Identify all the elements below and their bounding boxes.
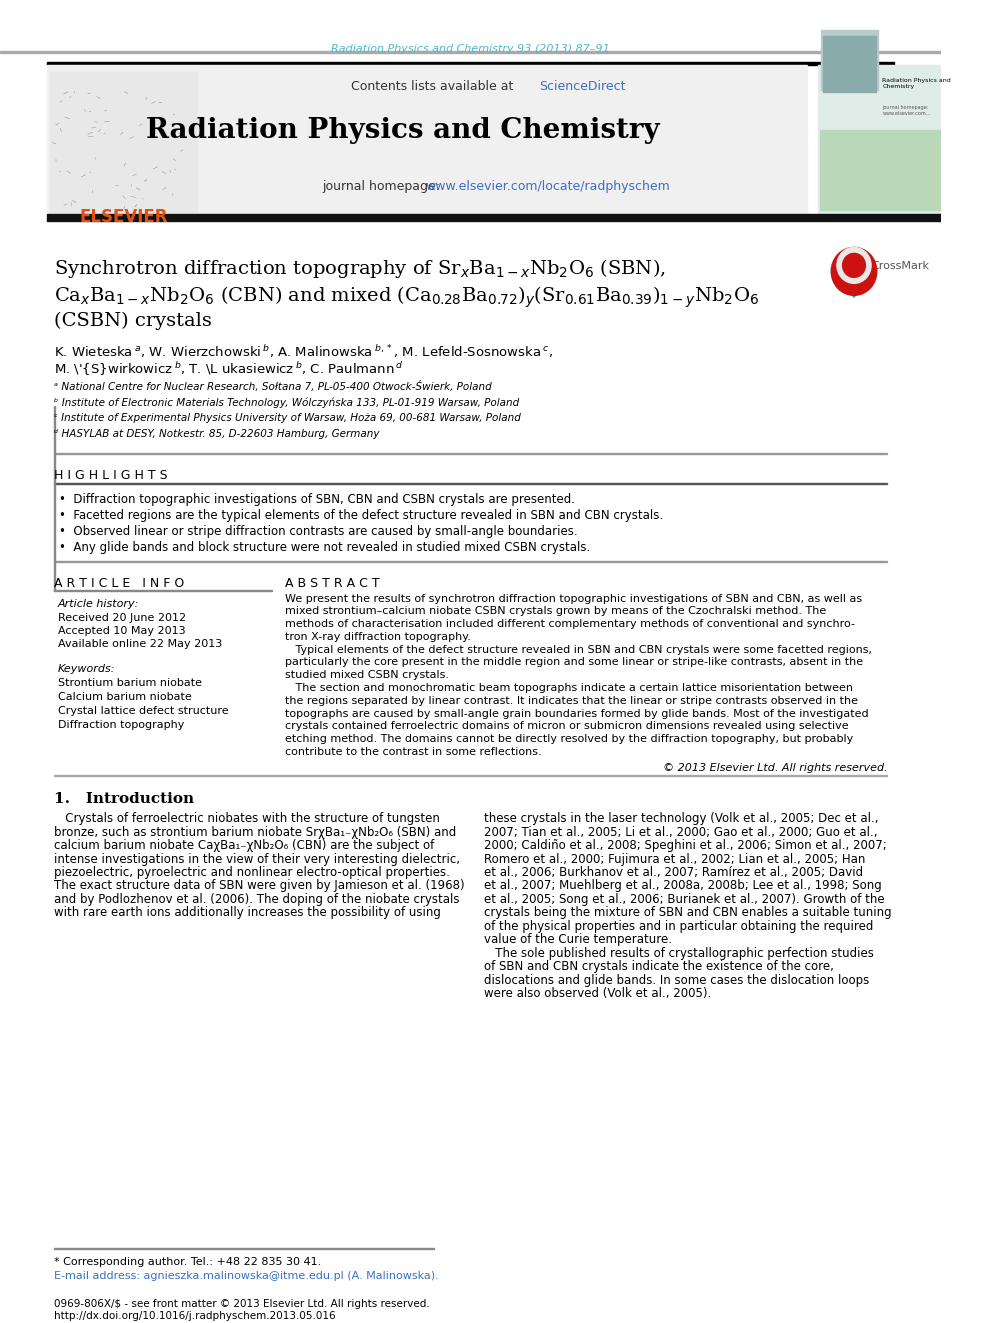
Text: •  Any glide bands and block structure were not revealed in studied mixed CSBN c: • Any glide bands and block structure we… [59,541,590,554]
Text: 0969-806X/$ - see front matter © 2013 Elsevier Ltd. All rights reserved.: 0969-806X/$ - see front matter © 2013 El… [55,1299,430,1308]
Bar [819,130,941,209]
Text: (CSBN) crystals: (CSBN) crystals [55,311,212,329]
Text: et al., 2006; Burkhanov et al., 2007; Ramírez et al., 2005; David: et al., 2006; Burkhanov et al., 2007; Ra… [484,867,863,878]
Polygon shape [837,275,871,298]
Bar [0,52,941,53]
Text: The section and monochromatic beam topographs indicate a certain lattice misorie: The section and monochromatic beam topog… [285,683,853,693]
Circle shape [842,254,865,278]
Text: ELSEVIER: ELSEVIER [79,208,168,225]
Text: ᵈ HASYLAB at DESY, Notkestr. 85, D-22603 Hamburg, Germany: ᵈ HASYLAB at DESY, Notkestr. 85, D-22603… [55,429,380,439]
Text: CrossMark: CrossMark [871,262,930,271]
Text: tron X-ray diffraction topography.: tron X-ray diffraction topography. [285,632,470,642]
Text: Accepted 10 May 2013: Accepted 10 May 2013 [58,626,186,635]
Bar [48,62,894,65]
Text: ᵇ Institute of Electronic Materials Technology, Wólczyńska 133, PL-01-919 Warsaw: ᵇ Institute of Electronic Materials Tech… [55,397,520,407]
Text: Synchrotron diffraction topography of Sr$_x$Ba$_{1-x}$Nb$_2$O$_6$ (SBN),: Synchrotron diffraction topography of Sr… [55,258,666,280]
Text: K. Wieteska$\,^a$, W. Wierzchowski$\,^b$, A. Malinowska$\,^{b,*}$, M. Lefeld-Sos: K. Wieteska$\,^a$, W. Wierzchowski$\,^b$… [55,343,554,360]
Text: Diffraction topography: Diffraction topography [58,720,185,730]
Text: journal homepage:
www.elsevier.com...: journal homepage: www.elsevier.com... [883,105,930,115]
Text: 1.   Introduction: 1. Introduction [55,792,194,806]
Text: The exact structure data of SBN were given by Jamieson et al. (1968): The exact structure data of SBN were giv… [55,880,464,893]
Text: particularly the core present in the middle region and some linear or stripe-lik: particularly the core present in the mid… [285,658,863,668]
Text: et al., 2005; Song et al., 2006; Burianek et al., 2007). Growth of the: et al., 2005; Song et al., 2006; Buriane… [484,893,885,906]
Text: A R T I C L E   I N F O: A R T I C L E I N F O [55,577,185,590]
Text: intense investigations in the view of their very interesting dielectric,: intense investigations in the view of th… [55,852,460,865]
Text: We present the results of synchrotron diffraction topographic investigations of : We present the results of synchrotron di… [285,594,862,603]
Text: methods of characterisation included different complementary methods of conventi: methods of characterisation included dif… [285,619,855,630]
Text: piezoelectric, pyroelectric and nonlinear electro-optical properties.: piezoelectric, pyroelectric and nonlinea… [55,867,450,878]
Text: and by Podlozhenov et al. (2006). The doping of the niobate crystals: and by Podlozhenov et al. (2006). The do… [55,893,459,906]
Text: mixed strontium–calcium niobate CSBN crystals grown by means of the Czochralski : mixed strontium–calcium niobate CSBN cry… [285,606,826,617]
Text: Ca$_x$Ba$_{1-x}$Nb$_2$O$_6$ (CBN) and mixed (Ca$_{0.28}$Ba$_{0.72}$)$_y$(Sr$_{0.: Ca$_x$Ba$_{1-x}$Nb$_2$O$_6$ (CBN) and mi… [55,284,759,310]
Text: Romero et al., 2000; Fujimura et al., 2002; Lian et al., 2005; Han: Romero et al., 2000; Fujimura et al., 20… [484,852,865,865]
Text: Radiation Physics and Chemistry: Radiation Physics and Chemistry [147,116,660,144]
Text: studied mixed CSBN crystals.: studied mixed CSBN crystals. [285,671,448,680]
Text: dislocations and glide bands. In some cases the dislocation loops: dislocations and glide bands. In some ca… [484,974,869,987]
Text: Crystals of ferroelectric niobates with the structure of tungsten: Crystals of ferroelectric niobates with … [55,812,440,826]
Text: ᶜ Institute of Experimental Physics University of Warsaw, Hoża 69, 00-681 Warsaw: ᶜ Institute of Experimental Physics Univ… [55,413,521,423]
Text: A B S T R A C T: A B S T R A C T [285,577,379,590]
Text: ᵃ National Centre for Nuclear Research, Sołtana 7, PL-05-400 Otwock-Świerk, Pola: ᵃ National Centre for Nuclear Research, … [55,381,492,392]
Text: 2000; Caldiño et al., 2008; Speghini et al., 2006; Simon et al., 2007;: 2000; Caldiño et al., 2008; Speghini et… [484,839,887,852]
Bar [48,65,806,214]
Bar [48,213,941,221]
Text: •  Facetted regions are the typical elements of the defect structure revealed in: • Facetted regions are the typical eleme… [59,509,663,521]
Bar [820,30,878,90]
Text: Radiation Physics and
Chemistry: Radiation Physics and Chemistry [883,78,951,89]
Text: et al., 2007; Muehlberg et al., 2008a, 2008b; Lee et al., 1998; Song: et al., 2007; Muehlberg et al., 2008a, 2… [484,880,882,893]
Circle shape [837,247,871,283]
Text: Strontium barium niobate: Strontium barium niobate [58,679,202,688]
Text: www.elsevier.com/locate/radphyschem: www.elsevier.com/locate/radphyschem [426,180,670,193]
Text: calcium barium niobate CaχBa₁₋χNb₂O₆ (CBN) are the subject of: calcium barium niobate CaχBa₁₋χNb₂O₆ (CB… [55,839,434,852]
Text: * Corresponding author. Tel.: +48 22 835 30 41.: * Corresponding author. Tel.: +48 22 835… [55,1257,321,1267]
Text: ScienceDirect: ScienceDirect [539,79,626,93]
Bar [818,65,941,214]
Text: crystals being the mixture of SBN and CBN enables a suitable tuning: crystals being the mixture of SBN and CB… [484,906,892,919]
Text: E-mail address: agnieszka.malinowska@itme.edu.pl (A. Malinowska).: E-mail address: agnieszka.malinowska@itm… [55,1271,438,1281]
Bar [51,71,197,212]
Text: of SBN and CBN crystals indicate the existence of the core,: of SBN and CBN crystals indicate the exi… [484,960,834,974]
Text: these crystals in the laser technology (Volk et al., 2005; Dec et al.,: these crystals in the laser technology (… [484,812,879,826]
Text: Received 20 June 2012: Received 20 June 2012 [58,613,186,623]
Text: crystals contained ferroelectric domains of micron or submicron dimensions revea: crystals contained ferroelectric domains… [285,721,848,732]
Circle shape [831,247,877,295]
Text: H I G H L I G H T S: H I G H L I G H T S [55,468,168,482]
Text: Calcium barium niobate: Calcium barium niobate [58,692,191,703]
Text: Keywords:: Keywords: [58,664,115,675]
Text: value of the Curie temperature.: value of the Curie temperature. [484,933,672,946]
Text: topographs are caused by small-angle grain boundaries formed by glide bands. Mos: topographs are caused by small-angle gra… [285,709,868,718]
Text: were also observed (Volk et al., 2005).: were also observed (Volk et al., 2005). [484,987,711,1000]
Text: M. \'{S}wirkowicz$\,^b$, T. \L ukasiewicz$\,^b$, C. Paulmann$\,^d$: M. \'{S}wirkowicz$\,^b$, T. \L ukasiewic… [55,360,404,378]
Text: © 2013 Elsevier Ltd. All rights reserved.: © 2013 Elsevier Ltd. All rights reserved… [663,763,887,773]
Text: •  Observed linear or stripe diffraction contrasts are caused by small-angle bou: • Observed linear or stripe diffraction … [59,525,577,537]
Text: contribute to the contrast in some reflections.: contribute to the contrast in some refle… [285,747,542,757]
Text: Radiation Physics and Chemistry 93 (2013) 87–91: Radiation Physics and Chemistry 93 (2013… [331,44,610,54]
Text: of the physical properties and in particular obtaining the required: of the physical properties and in partic… [484,919,873,933]
Text: Contents lists available at: Contents lists available at [351,79,518,93]
Text: Typical elements of the defect structure revealed in SBN and CBN crystals were s: Typical elements of the defect structure… [285,644,872,655]
Text: etching method. The domains cannot be directly resolved by the diffraction topog: etching method. The domains cannot be di… [285,734,853,744]
Bar [822,36,876,91]
Text: the regions separated by linear contrast. It indicates that the linear or stripe: the regions separated by linear contrast… [285,696,858,705]
Text: The sole published results of crystallographic perfection studies: The sole published results of crystallog… [484,947,874,959]
Text: •  Diffraction topographic investigations of SBN, CBN and CSBN crystals are pres: • Diffraction topographic investigations… [59,493,574,505]
Text: http://dx.doi.org/10.1016/j.radphyschem.2013.05.016: http://dx.doi.org/10.1016/j.radphyschem.… [55,1311,335,1320]
Text: Available online 22 May 2013: Available online 22 May 2013 [58,639,222,648]
Text: with rare earth ions additionally increases the possibility of using: with rare earth ions additionally increa… [55,906,441,919]
Text: 2007; Tian et al., 2005; Li et al., 2000; Gao et al., 2000; Guo et al.,: 2007; Tian et al., 2005; Li et al., 2000… [484,826,878,839]
Text: Crystal lattice defect structure: Crystal lattice defect structure [58,706,228,716]
Text: bronze, such as strontium barium niobate SrχBa₁₋χNb₂O₆ (SBN) and: bronze, such as strontium barium niobate… [55,826,456,839]
Text: journal homepage:: journal homepage: [322,180,444,193]
Text: Article history:: Article history: [58,598,139,609]
